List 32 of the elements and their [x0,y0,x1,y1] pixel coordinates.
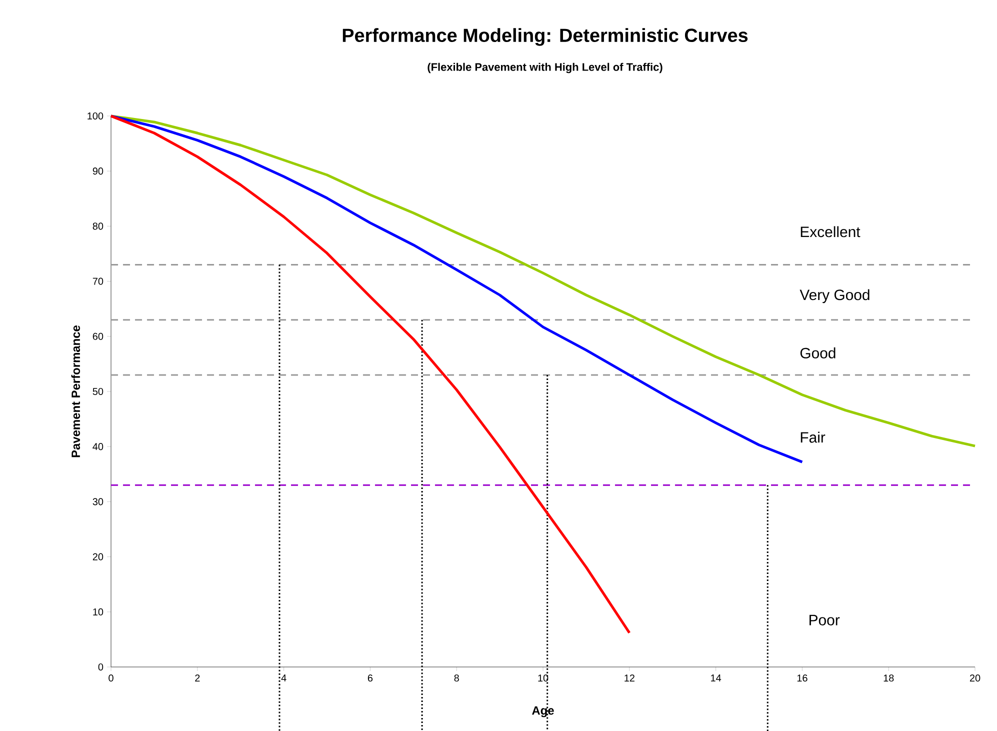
x-tick-label: 20 [970,674,980,682]
x-tick-label: 14 [711,674,722,682]
y-tick-label: 20 [92,553,104,560]
annotation: Poor [810,614,840,626]
y-tick-label: 100 [88,112,104,120]
line-series [110,114,631,634]
x-tick-label: 12 [624,674,634,682]
x-tick-label: 8 [454,674,459,682]
x-axis-title: Age [532,706,554,718]
x-tick-label: 18 [884,674,894,682]
x-tick-label: 0 [108,674,114,682]
annotation: Excellent [800,226,860,238]
y-axis-title: Pavement Performance [71,325,80,458]
line-series [110,114,976,448]
x-tick-label: 16 [797,674,808,682]
y-tick-label: 30 [92,498,104,506]
x-tick-label: 6 [368,674,373,682]
annotation: Fair [800,432,826,443]
y-tick-label: 10 [93,608,104,616]
chart-title: Performance Modeling: Deterministic Curves [342,28,748,46]
chart-subtitle: (Flexible Pavement with High Level of Traffic) [428,62,662,74]
y-tick-label: 70 [92,278,104,285]
y-tick-label: 60 [92,332,104,340]
annotation: Very Good [800,289,870,304]
y-tick-label: 80 [92,222,104,230]
y-tick-label: 50 [92,388,104,396]
y-tick-label: 90 [92,168,104,175]
x-tick-label: 4 [281,674,286,682]
x-tick-label: 2 [195,674,200,682]
y-tick-label: 0 [98,663,104,671]
y-tick-label: 40 [92,443,104,450]
annotation: Good [800,347,836,358]
